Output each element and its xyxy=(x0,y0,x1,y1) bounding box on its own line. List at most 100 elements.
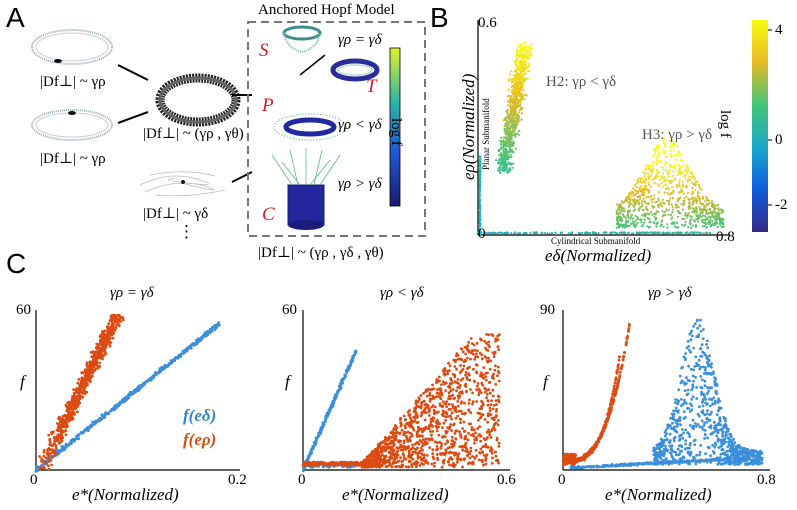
c2-orange-point xyxy=(490,417,494,420)
b-point xyxy=(669,165,672,169)
b-point xyxy=(696,180,699,183)
limit-cycle-top-inner xyxy=(35,32,109,62)
b-point xyxy=(682,180,685,183)
b-point xyxy=(656,231,659,234)
c2-orange-point xyxy=(451,445,454,449)
manifold-p-drawing xyxy=(273,113,347,141)
c2-orange-point xyxy=(494,454,498,458)
b-point xyxy=(698,206,701,209)
b-colorbar xyxy=(752,20,768,232)
b-point xyxy=(626,198,629,201)
c1-orange-point xyxy=(50,448,54,452)
b-point xyxy=(718,222,722,225)
b-point xyxy=(509,103,512,106)
b-point xyxy=(643,231,646,234)
c2-orange-point xyxy=(448,369,451,372)
b-point xyxy=(510,99,513,102)
b-point xyxy=(511,78,514,81)
b-point xyxy=(478,232,481,235)
b-point xyxy=(506,131,509,134)
b-point xyxy=(578,232,581,235)
c2-orange-point xyxy=(497,419,500,422)
b-point xyxy=(504,123,507,127)
b-point xyxy=(652,149,655,152)
b-point xyxy=(497,161,500,164)
b-point xyxy=(504,149,508,152)
b-point xyxy=(646,212,649,215)
b-point xyxy=(636,181,639,185)
b-point xyxy=(666,186,669,189)
c2-orange-point xyxy=(467,431,470,435)
b-point xyxy=(630,195,633,198)
c2-orange-point xyxy=(408,413,412,416)
c2-orange-point xyxy=(448,463,451,467)
c2-orange-point xyxy=(457,397,460,400)
b-point xyxy=(649,220,652,224)
b-point xyxy=(514,60,517,63)
b-point xyxy=(633,189,636,192)
c2-orange-point xyxy=(469,388,472,391)
b-point xyxy=(694,224,698,227)
b-point xyxy=(512,151,515,154)
b-point xyxy=(639,180,642,183)
c2-orange-point xyxy=(420,458,423,462)
b-point xyxy=(637,209,641,212)
c1-orange-point xyxy=(90,366,94,370)
c2-orange-point xyxy=(472,367,475,371)
c2-orange-point xyxy=(386,437,390,440)
b-point xyxy=(634,202,637,205)
b-point xyxy=(523,98,526,101)
c1-orange-point xyxy=(100,349,103,353)
c2-orange-point xyxy=(361,461,365,465)
c2-orange-point xyxy=(491,388,495,392)
b-point xyxy=(595,232,598,235)
c2-orange-point xyxy=(452,422,456,426)
b-point xyxy=(529,43,533,46)
b-point xyxy=(675,153,678,156)
c2-orange-point xyxy=(478,451,481,454)
b-point xyxy=(503,155,506,158)
c2-orange-point xyxy=(303,461,307,465)
c2-orange-point xyxy=(381,460,385,464)
c2-orange-point xyxy=(420,462,423,465)
c2-blue-point xyxy=(330,406,333,410)
b-point xyxy=(515,48,518,51)
b-point xyxy=(668,208,671,211)
b-point xyxy=(702,225,705,228)
b-point xyxy=(688,211,691,215)
c2-orange-point xyxy=(481,401,485,405)
b-point xyxy=(674,158,678,161)
b-point xyxy=(688,175,691,178)
b-point xyxy=(643,188,646,192)
b-point xyxy=(671,211,674,214)
b-point xyxy=(518,69,521,72)
c2-orange-point xyxy=(443,442,447,446)
c1-blue-point xyxy=(215,323,219,327)
c1-orange-point xyxy=(76,381,80,385)
b-point xyxy=(711,210,714,213)
c2-orange-point xyxy=(442,458,446,462)
b-point xyxy=(698,185,701,188)
b-point xyxy=(498,139,501,142)
c2-orange-point xyxy=(494,364,497,368)
b-point xyxy=(518,82,521,85)
c2-orange-point xyxy=(464,373,467,377)
b-point xyxy=(670,213,673,216)
b-point xyxy=(524,72,527,75)
c1-blue-point xyxy=(173,358,176,362)
b-point xyxy=(677,150,680,153)
b-point xyxy=(679,166,682,169)
b-point xyxy=(689,223,692,226)
c2-orange-point xyxy=(430,433,433,437)
b-point xyxy=(679,172,682,175)
b-point xyxy=(478,199,481,202)
c2-orange-point xyxy=(442,369,445,372)
b-point xyxy=(524,66,528,69)
b-point xyxy=(676,209,679,212)
b-point xyxy=(668,169,671,172)
c2-orange-point xyxy=(451,388,455,391)
b-point xyxy=(650,168,653,171)
b-point xyxy=(713,206,716,209)
b-point xyxy=(631,232,633,235)
b-point xyxy=(717,208,720,211)
